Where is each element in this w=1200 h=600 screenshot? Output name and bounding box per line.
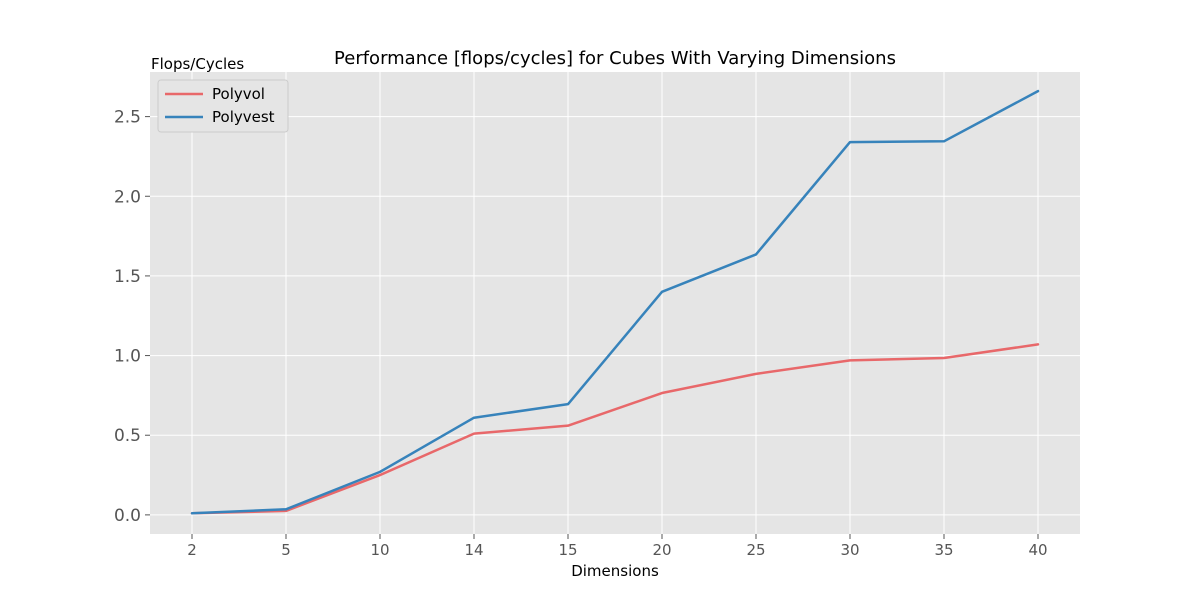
x-tick-label: 5 [281,541,291,559]
x-tick-label: 2 [187,541,197,559]
x-tick-label: 15 [558,541,577,559]
series-line-polyvol [190,343,1040,515]
legend-label-polyvest: Polyvest [212,108,275,126]
x-tick-label: 10 [370,541,389,559]
legend-label-polyvol: Polyvol [212,85,265,103]
y-axis-label: Flops/Cycles [151,55,244,73]
chart-title: Performance [flops/cycles] for Cubes Wit… [334,48,896,69]
x-axis-ticks: 2 5 10 14 15 20 25 30 35 40 [187,534,1048,559]
x-tick-label: 14 [464,541,483,559]
x-tick-label: 30 [840,541,859,559]
x-tick-label: 40 [1028,541,1047,559]
x-tick-label: 25 [746,541,765,559]
x-tick-label: 35 [934,541,953,559]
y-axis-ticks: 0.0 0.5 1.0 1.5 2.0 2.5 [114,108,150,526]
grid-lines [150,72,1080,534]
series-line-polyvest [190,89,1040,515]
plot-area [150,72,1080,534]
y-tick-label: 1.5 [114,267,141,287]
y-tick-label: 1.0 [114,347,141,367]
legend: Polyvol Polyvest [157,79,289,133]
x-axis-label: Dimensions [571,562,659,580]
series-lines [190,89,1040,515]
y-tick-label: 2.5 [114,108,141,128]
y-tick-label: 0.0 [114,506,141,526]
y-tick-label: 0.5 [114,426,141,446]
x-tick-label: 20 [652,541,671,559]
y-tick-label: 2.0 [114,187,141,207]
